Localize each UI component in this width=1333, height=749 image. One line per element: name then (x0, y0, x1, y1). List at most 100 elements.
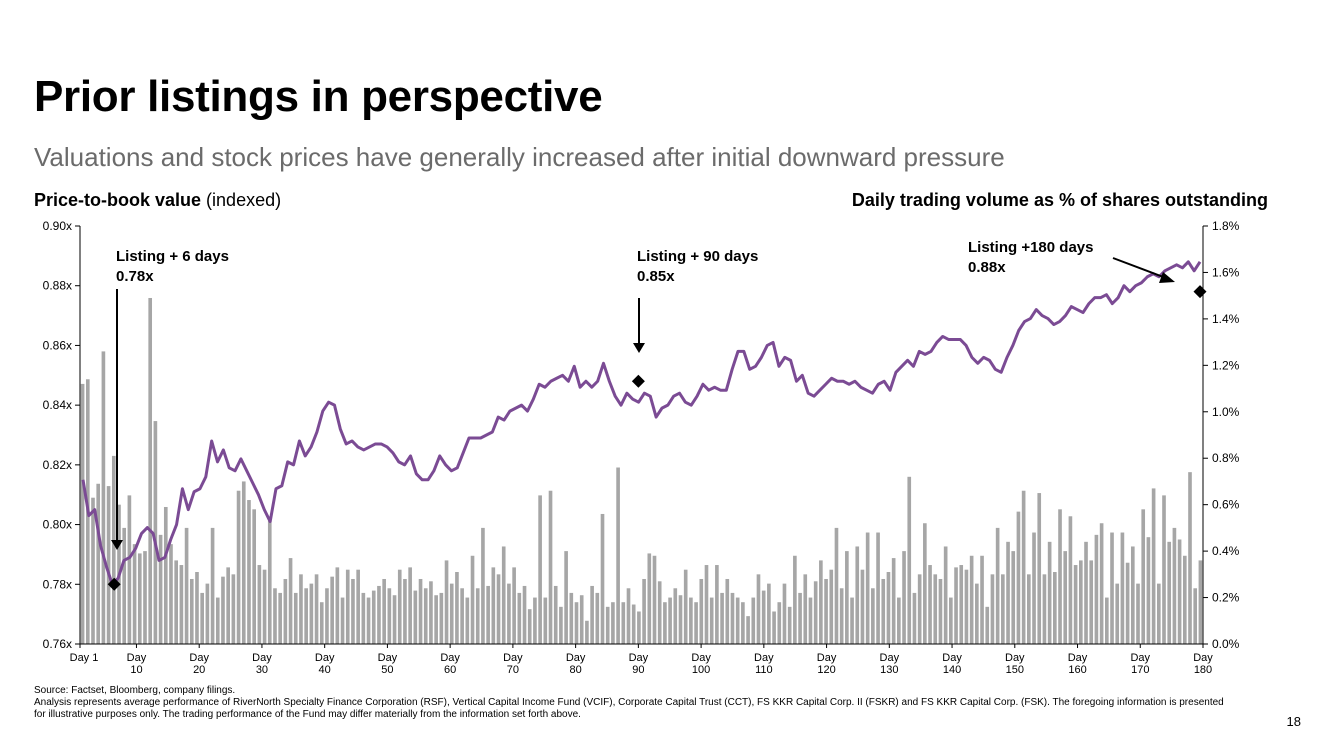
volume-bar (1198, 560, 1203, 644)
volume-bar (1120, 532, 1125, 644)
volume-bar (886, 572, 891, 644)
left-axis-heading-rest: (indexed) (201, 190, 282, 210)
volume-bar (538, 495, 542, 644)
volume-bar (1156, 583, 1161, 644)
volume-bar (252, 509, 256, 644)
volume-bar (429, 581, 433, 644)
volume-bar (995, 527, 1000, 644)
left-axis-tick-label: 0.90x (43, 219, 72, 233)
right-axis-heading: Daily trading volume as % of shares outs… (851, 190, 1268, 210)
volume-bar (673, 588, 678, 644)
annotation-day-90-value: 0.85x (637, 268, 675, 285)
volume-bar (980, 555, 984, 644)
page-number: 18 (1286, 714, 1301, 729)
volume-bar (413, 590, 418, 644)
volume-bar (652, 555, 657, 644)
volume-bar (943, 546, 948, 644)
page-title: Prior listings in perspective (34, 72, 603, 121)
annotation-day-180-arrow-shaft (1112, 257, 1167, 279)
x-axis-tick-label: 60 (444, 664, 456, 676)
volume-bar (470, 555, 475, 644)
volume-bar (704, 565, 709, 644)
x-axis-tick-label: Day (1193, 652, 1213, 664)
volume-bar (1172, 527, 1177, 644)
volume-bar (881, 578, 886, 644)
volume-bar (741, 602, 745, 644)
left-axis-tick-label: 0.76x (43, 637, 72, 651)
volume-bar (127, 495, 132, 644)
x-axis-tick-label: Day (1130, 652, 1150, 664)
volume-bar (169, 544, 173, 644)
volume-bar (871, 588, 875, 644)
volume-bar (137, 553, 142, 644)
x-axis-tick-label: Day (503, 652, 523, 664)
volume-bar (340, 597, 345, 644)
volume-bar (590, 585, 594, 644)
volume-bar (106, 486, 111, 644)
right-axis-tick-label: 0.4% (1212, 544, 1240, 558)
volume-bar (1058, 509, 1062, 644)
volume-bar (808, 597, 813, 644)
volume-bar (553, 585, 558, 644)
x-axis-tick-label: Day (691, 652, 711, 664)
volume-bar (1053, 572, 1057, 644)
x-axis-tick-label: 30 (256, 664, 268, 676)
volume-bar (403, 578, 407, 644)
volume-bar (501, 546, 506, 644)
annotation-day-6-arrow-head (111, 540, 123, 550)
volume-bar (839, 588, 844, 644)
volume-bar (481, 527, 485, 644)
volume-bar (475, 588, 480, 644)
volume-bar (730, 592, 735, 644)
volume-bar (855, 546, 860, 644)
volume-bar (1151, 488, 1156, 644)
x-axis-tick-label: 40 (319, 664, 331, 676)
volume-bar (746, 616, 750, 644)
volume-bar (356, 569, 360, 644)
x-axis-tick-label: 150 (1006, 664, 1024, 676)
x-axis-tick-label: Day (566, 652, 586, 664)
volume-bar (683, 569, 688, 644)
volume-bar (1193, 588, 1198, 644)
x-axis-tick-label: Day (127, 652, 147, 664)
volume-bar (611, 602, 615, 644)
volume-bar (174, 560, 178, 644)
volume-bar (595, 592, 600, 644)
volume-bar (148, 297, 153, 644)
volume-bar (1136, 583, 1140, 644)
volume-bar (1094, 534, 1099, 644)
volume-bar (668, 597, 672, 644)
left-axis-tick-label: 0.78x (43, 577, 72, 591)
volume-bar (585, 620, 589, 644)
volume-bar (439, 592, 444, 644)
volume-bar (751, 597, 756, 644)
volume-bar (798, 592, 802, 644)
volume-bar (772, 611, 776, 644)
annotation-day-180-value: 0.88x (968, 259, 1006, 276)
annotation-day-90-arrow-head (633, 343, 645, 353)
volume-bar (767, 583, 771, 644)
volume-bar (455, 572, 459, 644)
volume-bar (959, 565, 964, 644)
x-axis-tick-label: 10 (130, 664, 142, 676)
volume-bar (335, 567, 340, 644)
volume-bar (761, 590, 766, 644)
volume-bar (226, 567, 230, 644)
volume-bar (460, 588, 464, 644)
footnotes: Source: Factset, Bloomberg, company fili… (34, 685, 1234, 721)
annotation-day-6-value: 0.78x (116, 268, 154, 285)
volume-bar (205, 583, 210, 644)
volume-bar (371, 590, 376, 644)
volume-bar (200, 592, 204, 644)
volume-bar (304, 588, 308, 644)
x-axis-tick-label: 100 (692, 664, 710, 676)
volume-bar (793, 555, 797, 644)
volume-bar (787, 606, 792, 644)
volume-bar (1016, 511, 1021, 644)
volume-bar (834, 527, 839, 644)
volume-bar (699, 578, 704, 644)
volume-bar (262, 569, 267, 644)
volume-bar (163, 506, 168, 644)
volume-bar (694, 602, 698, 644)
volume-bar (1068, 516, 1073, 644)
